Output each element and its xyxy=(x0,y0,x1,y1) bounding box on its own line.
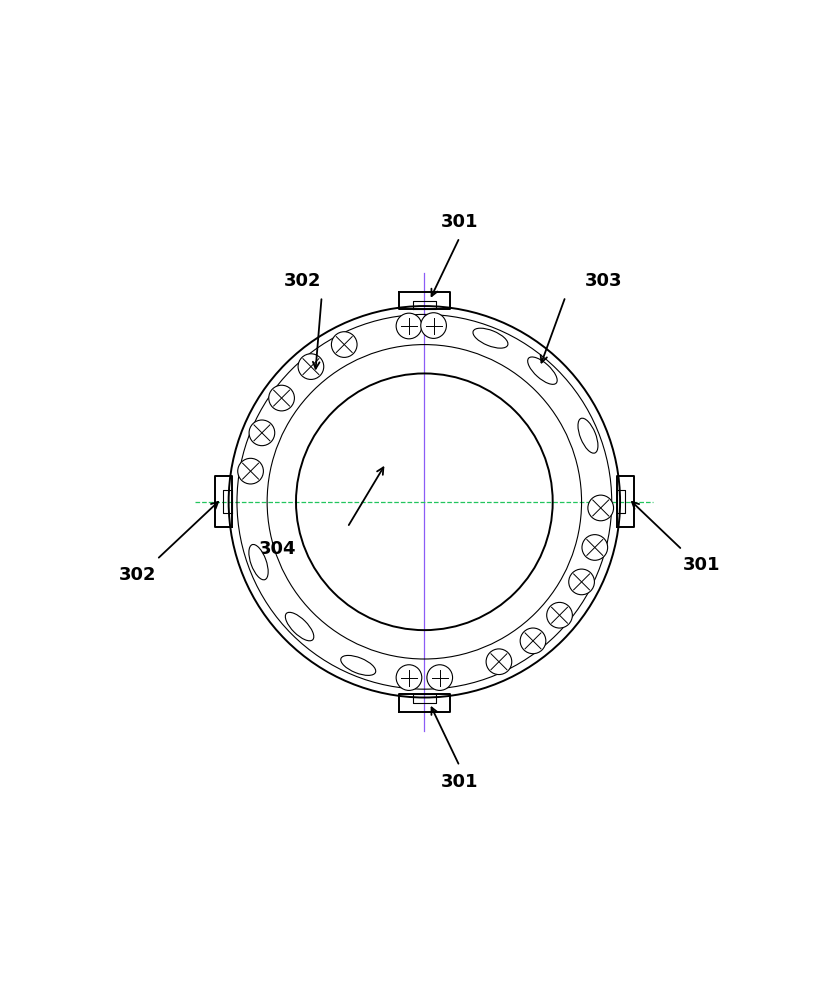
Text: 302: 302 xyxy=(284,272,321,290)
Ellipse shape xyxy=(249,544,268,580)
Text: 301: 301 xyxy=(440,773,478,791)
Ellipse shape xyxy=(285,612,313,641)
Circle shape xyxy=(485,649,511,675)
Ellipse shape xyxy=(527,357,557,384)
Circle shape xyxy=(546,602,571,628)
Text: 301: 301 xyxy=(440,213,478,231)
Circle shape xyxy=(249,420,275,446)
Circle shape xyxy=(269,385,294,411)
Text: 302: 302 xyxy=(119,566,156,584)
Ellipse shape xyxy=(577,418,597,453)
Circle shape xyxy=(581,535,607,560)
Text: 303: 303 xyxy=(584,272,622,290)
Circle shape xyxy=(420,313,446,338)
Circle shape xyxy=(519,628,545,654)
Ellipse shape xyxy=(341,655,375,675)
Text: 301: 301 xyxy=(681,556,719,574)
Circle shape xyxy=(395,665,421,690)
Circle shape xyxy=(427,665,452,690)
Ellipse shape xyxy=(472,328,507,348)
Circle shape xyxy=(395,313,421,339)
Circle shape xyxy=(237,458,263,484)
Circle shape xyxy=(587,495,613,521)
Circle shape xyxy=(331,332,356,357)
Circle shape xyxy=(568,569,594,595)
Circle shape xyxy=(298,354,323,379)
Text: 304: 304 xyxy=(258,540,296,558)
